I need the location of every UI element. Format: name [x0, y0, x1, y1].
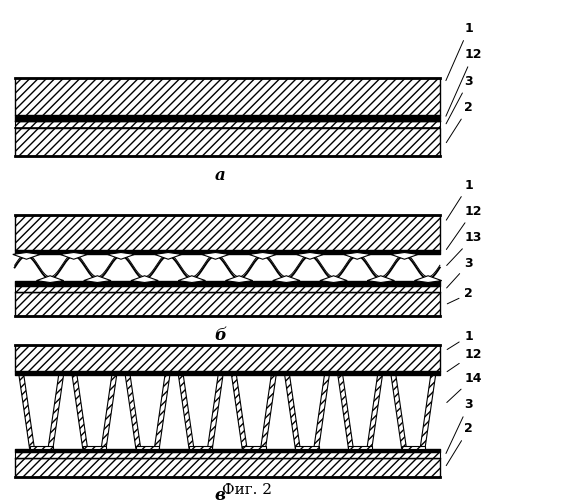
Polygon shape [155, 252, 182, 260]
Polygon shape [83, 446, 106, 448]
Text: 1: 1 [447, 330, 473, 349]
Polygon shape [15, 452, 440, 458]
Polygon shape [19, 375, 34, 448]
Polygon shape [60, 252, 87, 260]
Polygon shape [420, 375, 436, 448]
Text: 13: 13 [447, 231, 482, 266]
Polygon shape [314, 375, 329, 448]
Polygon shape [202, 252, 229, 260]
Polygon shape [15, 345, 440, 372]
Polygon shape [101, 375, 117, 448]
Polygon shape [15, 128, 440, 156]
Polygon shape [232, 375, 247, 448]
Polygon shape [320, 276, 347, 282]
Polygon shape [15, 78, 440, 115]
Polygon shape [367, 276, 394, 282]
Polygon shape [242, 446, 266, 448]
Text: 12: 12 [446, 205, 482, 250]
Polygon shape [15, 286, 440, 292]
Polygon shape [15, 215, 440, 250]
Text: 3: 3 [446, 74, 473, 124]
Polygon shape [108, 252, 135, 260]
Polygon shape [367, 375, 382, 448]
Polygon shape [189, 446, 212, 448]
Polygon shape [296, 446, 319, 448]
Polygon shape [48, 375, 64, 448]
Polygon shape [131, 276, 158, 282]
Text: 2: 2 [446, 422, 473, 466]
Polygon shape [15, 292, 440, 316]
Polygon shape [13, 252, 40, 260]
Text: 1: 1 [446, 22, 473, 80]
Polygon shape [125, 375, 141, 448]
Polygon shape [154, 375, 170, 448]
Polygon shape [36, 276, 64, 282]
Polygon shape [249, 252, 277, 260]
Polygon shape [15, 120, 440, 128]
Polygon shape [401, 446, 425, 448]
Polygon shape [285, 375, 300, 448]
Text: 3: 3 [447, 258, 473, 288]
Polygon shape [72, 375, 87, 448]
Polygon shape [29, 446, 53, 448]
Text: б: б [214, 326, 226, 344]
Text: 12: 12 [446, 48, 482, 116]
Text: 2: 2 [446, 101, 473, 142]
Polygon shape [178, 375, 194, 448]
Text: 1: 1 [446, 178, 473, 220]
Polygon shape [338, 375, 354, 448]
Text: в: в [214, 486, 225, 500]
Text: 12: 12 [447, 348, 482, 372]
Polygon shape [391, 252, 418, 260]
Polygon shape [225, 276, 253, 282]
Text: 2: 2 [447, 287, 473, 304]
Polygon shape [343, 252, 371, 260]
Polygon shape [15, 458, 440, 477]
Polygon shape [391, 375, 407, 448]
Polygon shape [178, 276, 205, 282]
Polygon shape [208, 375, 223, 448]
Polygon shape [273, 276, 300, 282]
Polygon shape [260, 375, 276, 448]
Polygon shape [83, 276, 111, 282]
Polygon shape [415, 276, 442, 282]
Polygon shape [296, 252, 324, 260]
Polygon shape [136, 446, 159, 448]
Polygon shape [348, 446, 372, 448]
Text: а: а [214, 166, 225, 184]
Text: Фиг. 2: Фиг. 2 [223, 484, 272, 498]
Text: 3: 3 [446, 398, 473, 454]
Text: 14: 14 [447, 372, 482, 402]
